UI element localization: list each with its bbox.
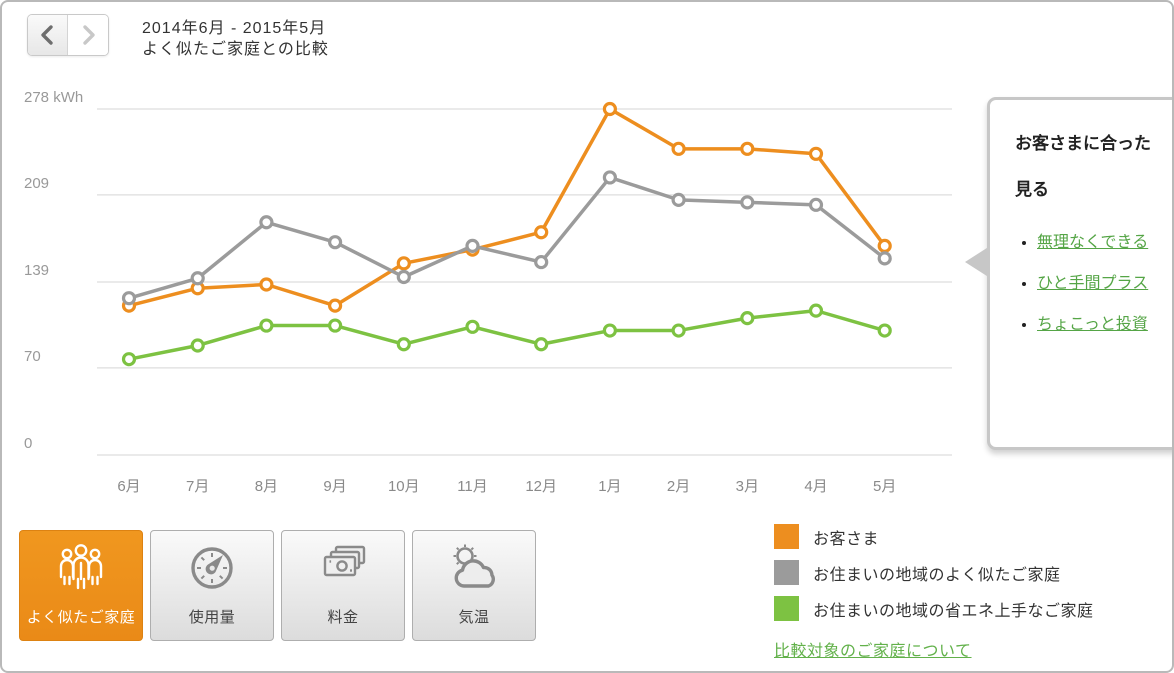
view-tabs: よく似たご家庭 使用量 bbox=[19, 530, 536, 641]
chevron-left-icon bbox=[40, 25, 53, 45]
svg-text:278 kWh: 278 kWh bbox=[24, 89, 83, 106]
period-title: 2014年6月 - 2015年5月 bbox=[142, 20, 327, 37]
chart-header: 2014年6月 - 2015年5月 よく似たご家庭との比較 bbox=[142, 18, 329, 60]
gauge-icon bbox=[151, 543, 273, 593]
svg-text:209: 209 bbox=[24, 175, 49, 192]
tab-label: よく似たご家庭 bbox=[26, 609, 136, 626]
list-item: 無理なくできる bbox=[1037, 228, 1172, 252]
svg-text:5月: 5月 bbox=[873, 478, 896, 495]
advice-link-small-investment[interactable]: ちょこっと投資 bbox=[1037, 316, 1148, 333]
legend-item-customer: お客さま bbox=[774, 524, 1094, 549]
customer-color-swatch bbox=[774, 524, 799, 549]
weather-icon bbox=[413, 543, 535, 591]
advice-link-easy[interactable]: 無理なくできる bbox=[1037, 234, 1149, 251]
svg-text:2月: 2月 bbox=[667, 478, 690, 495]
svg-text:0: 0 bbox=[24, 435, 32, 452]
svg-text:4月: 4月 bbox=[804, 478, 827, 495]
list-item: ちょこっと投資 bbox=[1037, 310, 1172, 334]
similar-households-color-swatch bbox=[774, 560, 799, 585]
legend-label: お住まいの地域の省エネ上手なご家庭 bbox=[813, 602, 1094, 620]
people-icon bbox=[20, 543, 142, 591]
advice-panel: お客さまに合った 見る 無理なくできる ひと手間プラス ちょこっと投資 bbox=[965, 97, 1172, 450]
money-icon bbox=[282, 543, 404, 589]
chevron-right-icon bbox=[83, 25, 95, 45]
svg-text:1月: 1月 bbox=[598, 478, 621, 495]
svg-text:70: 70 bbox=[24, 348, 41, 365]
tab-label: 気温 bbox=[458, 609, 490, 626]
panel-arrow-icon bbox=[965, 246, 990, 278]
advice-heading-line2: 見る bbox=[1015, 180, 1049, 199]
svg-text:6月: 6月 bbox=[117, 478, 140, 495]
next-period-button[interactable] bbox=[68, 15, 108, 55]
tab-usage[interactable]: 使用量 bbox=[150, 530, 274, 641]
comparison-line-chart: 278 kWh 209 139 70 0 6月 7月 8月 9月 10月 11月 12月 1月 2月 3月 4… bbox=[24, 89, 952, 495]
tab-similar-households[interactable]: よく似たご家庭 bbox=[19, 530, 143, 641]
svg-text:10月: 10月 bbox=[388, 478, 420, 495]
chart-legend: お客さま お住まいの地域のよく似たご家庭 お住まいの地域の省エネ上手なご家庭 比… bbox=[774, 524, 1094, 661]
list-item: ひと手間プラス bbox=[1037, 269, 1172, 293]
svg-text:139: 139 bbox=[24, 262, 49, 279]
advice-heading: お客さまに合った 見る bbox=[1015, 132, 1172, 202]
svg-text:11月: 11月 bbox=[457, 478, 488, 495]
legend-item-energy-savers: お住まいの地域の省エネ上手なご家庭 bbox=[774, 596, 1094, 621]
prev-period-button[interactable] bbox=[28, 15, 68, 55]
comparison-title: よく似たご家庭との比較 bbox=[142, 41, 329, 58]
energy-savers-color-swatch bbox=[774, 596, 799, 621]
period-nav bbox=[27, 14, 109, 56]
tab-temperature[interactable]: 気温 bbox=[412, 530, 536, 641]
svg-text:9月: 9月 bbox=[323, 478, 346, 495]
tab-charges[interactable]: 料金 bbox=[281, 530, 405, 641]
svg-text:3月: 3月 bbox=[736, 478, 759, 495]
svg-text:7月: 7月 bbox=[186, 478, 209, 495]
tab-label: 使用量 bbox=[188, 609, 236, 626]
advice-link-list: 無理なくできる ひと手間プラス ちょこっと投資 bbox=[1015, 228, 1172, 334]
legend-label: お住まいの地域のよく似たご家庭 bbox=[813, 566, 1061, 584]
advice-heading-line1: お客さまに合った bbox=[1015, 134, 1151, 153]
advice-link-extra-effort[interactable]: ひと手間プラス bbox=[1037, 275, 1149, 292]
legend-label: お客さま bbox=[813, 530, 880, 548]
comparison-target-link[interactable]: 比較対象のご家庭について bbox=[774, 643, 972, 660]
svg-text:8月: 8月 bbox=[255, 478, 278, 495]
tab-label: 料金 bbox=[327, 609, 359, 626]
legend-item-similar-households: お住まいの地域のよく似たご家庭 bbox=[774, 560, 1094, 585]
svg-text:12月: 12月 bbox=[525, 478, 557, 495]
